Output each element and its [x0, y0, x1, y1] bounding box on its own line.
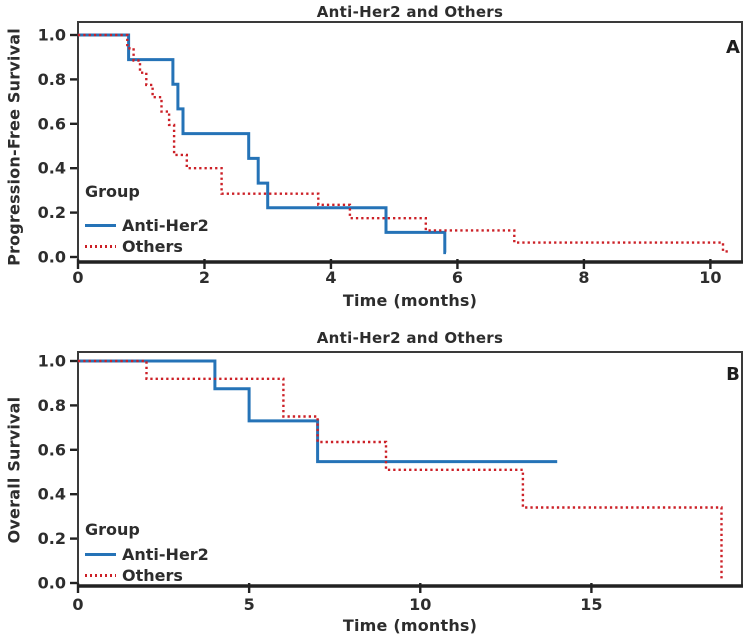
legend-title: Group [85, 520, 140, 539]
panel-b-legend: Group Anti-Her2 Others [85, 520, 209, 586]
panel-b-y-tick-label: 0.2 [38, 529, 66, 548]
panel-b-y-axis-label: Overall Survival [4, 396, 24, 544]
panel-b-x-tick-label: 0 [72, 595, 83, 614]
legend-item-others: Others [85, 565, 209, 586]
panel-b-y-tick-label: 1.0 [38, 352, 66, 371]
legend-title: Group [85, 182, 140, 201]
panel-b-x-tick-label: 5 [244, 595, 255, 614]
panel-a-y-tick-label: 0.6 [38, 114, 66, 133]
others-line-swatch [85, 574, 116, 577]
panel-a-x-tick-label: 6 [452, 268, 463, 287]
panel-b-y-tick-label: 0.4 [38, 485, 66, 504]
panel-a-letter: A [726, 37, 740, 58]
panel-a-y-tick-label: 0.8 [38, 70, 66, 89]
panel-b-series-anti-her2 [78, 359, 558, 464]
panel-b-y-tick-label: 0.8 [38, 396, 66, 415]
panel-a-y-tick-label: 0.4 [38, 159, 66, 178]
panel-a-y-axis-label: Progression-Free Survival [4, 28, 24, 266]
panel-a-series-others [78, 33, 729, 253]
legend-label-others: Others [122, 566, 183, 585]
panel-a-x-tick-label: 10 [699, 268, 721, 287]
panel-a-x-tick-label: 2 [199, 268, 210, 287]
panel-a-y-tick-label: 0.0 [38, 248, 66, 267]
panel-a-legend: Group Anti-Her2 Others [85, 182, 209, 257]
legend-label-anti-her2: Anti-Her2 [122, 216, 209, 235]
panel-a-x-axis-label: Time (months) [342, 291, 478, 310]
legend-label-others: Others [122, 237, 183, 256]
anti-her2-line-swatch [85, 553, 116, 556]
panel-a-x-tick-label: 4 [325, 268, 336, 287]
legend-item-anti-her2: Anti-Her2 [85, 544, 209, 565]
panel-b-letter: B [726, 364, 740, 385]
panel-b-title: Anti-Her2 and Others [316, 329, 504, 347]
panel-b-x-tick-label: 15 [580, 595, 602, 614]
legend-item-anti-her2: Anti-Her2 [85, 215, 209, 236]
panel-a-x-tick-label: 0 [72, 268, 83, 287]
panel-b-x-axis-label: Time (months) [342, 616, 478, 635]
panel-a-x-tick-label: 8 [578, 268, 589, 287]
panel-b-y-tick-label: 0.6 [38, 440, 66, 459]
panel-b-x-tick-label: 10 [409, 595, 431, 614]
panel-a-series-anti-her2 [78, 33, 447, 255]
others-line-swatch [85, 245, 116, 248]
panel-b-y-tick-label: 0.0 [38, 574, 66, 593]
panel-a-title: Anti-Her2 and Others [316, 3, 504, 21]
panel-a-y-tick-label: 1.0 [38, 26, 66, 45]
anti-her2-line-swatch [85, 224, 116, 227]
panel-a-y-tick-label: 0.2 [38, 203, 66, 222]
legend-label-anti-her2: Anti-Her2 [122, 545, 209, 564]
legend-item-others: Others [85, 236, 209, 257]
